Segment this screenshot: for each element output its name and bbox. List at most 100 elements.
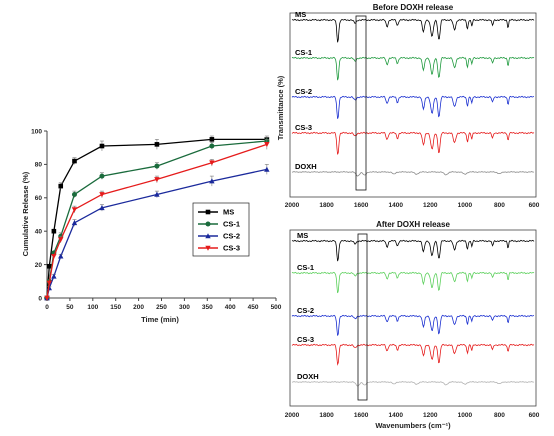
x-tick-label: 1600 (354, 412, 369, 419)
data-point (51, 253, 57, 260)
data-point (154, 177, 160, 183)
x-tick-label: 1400 (388, 412, 403, 419)
x-tick-label: 1400 (388, 202, 403, 209)
ftir-after-trace-labels: MS CS-1 CS-2 CS-3 DOXH (297, 231, 319, 381)
data-point (209, 137, 215, 142)
trace-cs-2 (291, 314, 534, 336)
x-tick-label: 1200 (423, 412, 438, 419)
trace-label-cs-2: CS-2 (295, 87, 312, 96)
x-tick-label: 1600 (354, 202, 369, 209)
trace-label-cs-3: CS-3 (295, 123, 312, 132)
release-y-ticks: 0 20 40 60 80 100 (31, 128, 47, 302)
data-point (99, 143, 105, 149)
x-tick-label: 600 (529, 202, 540, 209)
data-point (209, 143, 215, 149)
y-tick-label: 20 (35, 262, 43, 269)
data-point (51, 273, 57, 279)
data-point (58, 237, 64, 243)
trace-ms (291, 18, 535, 43)
legend-entry-cs-2: CS-2 (198, 232, 240, 241)
data-point (154, 142, 160, 147)
x-tick-label: 450 (248, 304, 259, 311)
ftir-after-x-ticks: 2000 1800 1600 1400 1200 1000 800 600 (285, 412, 540, 419)
release-x-ticks: 0 50 100 150 200 250 300 350 400 450 500 (45, 298, 282, 311)
legend-marker (205, 221, 211, 227)
data-point (264, 142, 270, 148)
ftir-after-chart: After DOXH release MS CS-1 CS-2 CS-3 DOXH 20… (285, 220, 540, 430)
ftir-before-chart: Before DOXH release MS CS-1 CS-2 CS-3 DOXH 2… (276, 3, 540, 209)
legend-entry-ms: MS (198, 208, 234, 217)
x-tick-label: 2000 (285, 202, 300, 209)
series-cs-3 (44, 139, 270, 301)
data-point (264, 166, 270, 172)
x-tick-label: 2000 (285, 412, 300, 419)
x-tick-label: 1800 (319, 202, 334, 209)
x-tick-label: 300 (179, 304, 190, 311)
trace-cs-1 (291, 56, 535, 81)
ftir-before-trace-labels: MS CS-1 CS-2 CS-3 DOXH (295, 10, 317, 171)
x-tick-label: 1800 (319, 412, 334, 419)
data-point (71, 207, 78, 213)
x-tick-label: 200 (133, 304, 144, 311)
x-tick-label: 100 (87, 304, 98, 311)
ftir-after-frame (289, 229, 537, 407)
release-x-label: Time (min) (141, 315, 179, 324)
trace-cs-3 (291, 343, 535, 366)
ftir-after-traces (291, 239, 535, 387)
ftir-after-highlight-box (357, 233, 368, 401)
ftir-before-frame (289, 12, 537, 198)
data-point (71, 220, 78, 226)
x-tick-label: 500 (271, 304, 282, 311)
x-tick-label: 50 (66, 304, 74, 311)
trace-label-doxh: DOXH (295, 162, 317, 171)
data-point (154, 163, 160, 169)
trace-ms (291, 239, 535, 262)
legend-label: CS-2 (223, 232, 240, 241)
data-point (99, 192, 105, 198)
data-point (99, 205, 105, 211)
x-tick-label: 250 (156, 304, 167, 311)
x-tick-label: 800 (494, 202, 505, 209)
data-point (51, 228, 57, 234)
release-chart: 0 20 40 60 80 100 0 50 100 150 200 250 300 350 400 450… (21, 128, 282, 324)
x-tick-label: 800 (494, 412, 505, 419)
data-point (58, 253, 64, 259)
ftir-before-traces (291, 18, 535, 177)
trace-label-doxh: DOXH (297, 372, 319, 381)
data-point (46, 263, 52, 269)
data-point (71, 191, 77, 197)
x-tick-label: 400 (225, 304, 236, 311)
x-tick-label: 1200 (423, 202, 438, 209)
data-point (209, 160, 215, 166)
data-point (154, 191, 160, 197)
ftir-y-label: Transmittance (%) (276, 75, 285, 140)
ftir-before-x-ticks: 2000 1800 1600 1400 1200 1000 800 600 (285, 202, 540, 209)
data-point (46, 280, 52, 286)
data-point (209, 178, 215, 184)
trace-doxh (292, 381, 535, 387)
trace-label-ms: MS (297, 231, 308, 240)
data-point (99, 173, 105, 179)
trace-cs-1 (291, 271, 535, 294)
data-point (44, 295, 50, 301)
trace-label-cs-1: CS-1 (295, 48, 312, 57)
y-tick-label: 100 (31, 128, 42, 135)
trace-cs-2 (291, 95, 534, 119)
ftir-before-title: Before DOXH release (373, 3, 454, 12)
x-tick-label: 1000 (458, 412, 473, 419)
legend-marker (205, 245, 211, 251)
legend-label: CS-1 (223, 220, 240, 229)
legend-label: CS-3 (223, 244, 240, 253)
legend-label: MS (223, 208, 234, 217)
x-tick-label: 350 (202, 304, 213, 311)
legend-entries: MS CS-1 CS-2 CS-3 (198, 208, 240, 253)
trace-label-cs-3: CS-3 (297, 335, 314, 344)
trace-doxh (292, 171, 535, 177)
x-tick-label: 600 (529, 412, 540, 419)
release-legend: MS CS-1 CS-2 CS-3 (192, 202, 250, 257)
ftir-after-title: After DOXH release (376, 220, 450, 229)
trace-label-cs-1: CS-1 (297, 263, 314, 272)
data-point (58, 183, 64, 189)
release-series (44, 135, 270, 301)
